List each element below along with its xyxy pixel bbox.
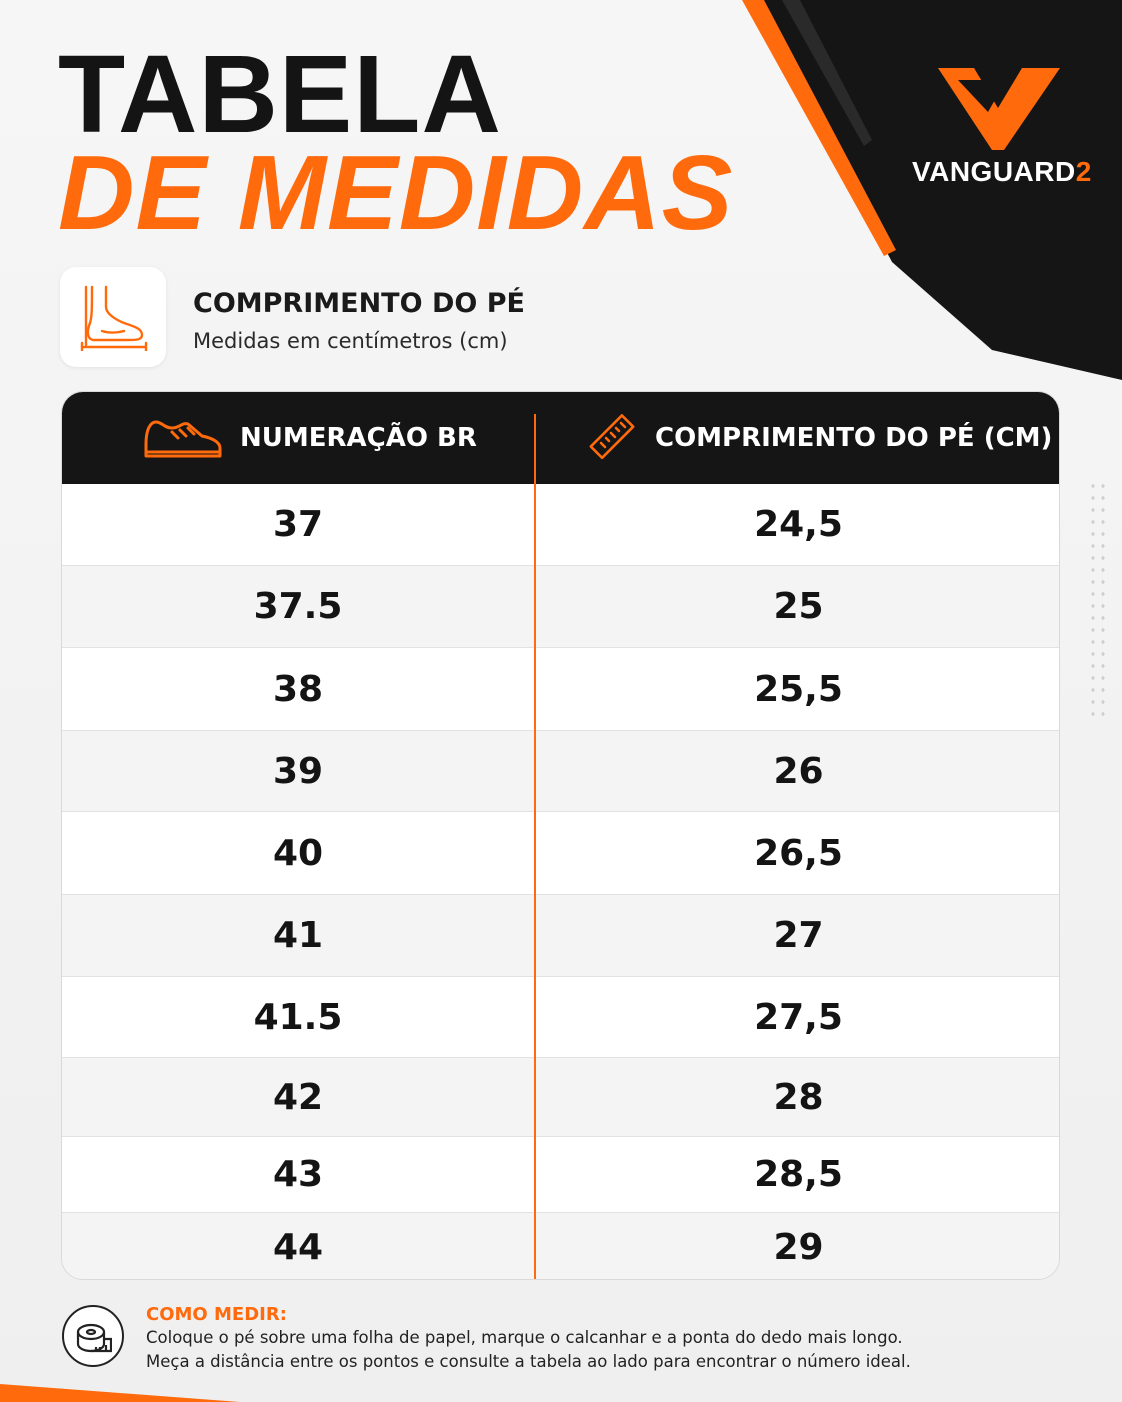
table-row: 44 29 bbox=[62, 1213, 1059, 1279]
length-cell: 29 bbox=[773, 1226, 824, 1268]
header-length: COMPRIMENTO DO PÉ (CM) bbox=[587, 392, 1052, 484]
length-cell: 26,5 bbox=[754, 832, 843, 874]
table-row: 41 27 bbox=[62, 895, 1059, 977]
column-divider bbox=[534, 414, 536, 1279]
length-cell: 28 bbox=[773, 1076, 824, 1118]
size-cell: 42 bbox=[272, 1076, 324, 1118]
size-table: NUMERAÇÃO BR COMPRIMENTO DO PÉ (CM) 37 24… bbox=[61, 391, 1060, 1280]
dot-pattern bbox=[1088, 480, 1108, 720]
measuring-tape-icon bbox=[62, 1305, 124, 1367]
table-row: 37.5 25 bbox=[62, 566, 1059, 648]
section-subtitle: Medidas em centímetros (cm) bbox=[193, 329, 508, 353]
how-to-line-2: Meça a distância entre os pontos e consu… bbox=[146, 1352, 911, 1371]
length-cell: 27,5 bbox=[754, 996, 843, 1038]
ruler-icon bbox=[589, 414, 635, 460]
vanguard-logo-icon bbox=[938, 68, 1060, 150]
size-cell: 37 bbox=[272, 504, 324, 545]
corner-decoration bbox=[742, 0, 1122, 380]
length-cell: 26 bbox=[773, 750, 824, 792]
sneaker-icon bbox=[144, 420, 222, 458]
header-size-label: NUMERAÇÃO BR bbox=[240, 423, 477, 453]
how-to-title: COMO MEDIR: bbox=[146, 1304, 287, 1325]
header-length-label: COMPRIMENTO DO PÉ (CM) bbox=[655, 423, 1053, 453]
page-title-line1: TABELA bbox=[58, 33, 502, 156]
table-row: 42 28 bbox=[62, 1058, 1059, 1137]
length-cell: 25 bbox=[773, 586, 824, 627]
table-row: 43 28,5 bbox=[62, 1137, 1059, 1213]
page-title-line2: DE MEDIDAS bbox=[58, 134, 734, 252]
table-row: 38 25,5 bbox=[62, 648, 1059, 731]
brand-name: VANGUARD2 bbox=[912, 156, 1092, 187]
length-cell: 24,5 bbox=[754, 504, 843, 545]
size-cell: 41 bbox=[272, 915, 324, 956]
table-row: 37 24,5 bbox=[62, 484, 1059, 566]
bottom-accent-stripe bbox=[0, 1384, 240, 1402]
length-cell: 27 bbox=[773, 915, 824, 956]
table-row: 41.5 27,5 bbox=[62, 977, 1059, 1058]
table-row: 39 26 bbox=[62, 731, 1059, 812]
size-cell: 40 bbox=[272, 832, 324, 874]
foot-measure-icon bbox=[60, 267, 166, 367]
section-title: COMPRIMENTO DO PÉ bbox=[193, 288, 525, 319]
size-cell: 39 bbox=[272, 750, 324, 792]
size-cell: 43 bbox=[272, 1154, 324, 1195]
size-cell: 41.5 bbox=[253, 996, 343, 1038]
size-cell: 44 bbox=[272, 1226, 324, 1268]
table-header: NUMERAÇÃO BR COMPRIMENTO DO PÉ (CM) bbox=[62, 392, 1059, 484]
header-size: NUMERAÇÃO BR bbox=[142, 392, 477, 484]
how-to-line-1: Coloque o pé sobre uma folha de papel, m… bbox=[146, 1328, 903, 1347]
table-row: 40 26,5 bbox=[62, 812, 1059, 895]
size-cell: 38 bbox=[272, 668, 324, 710]
length-cell: 28,5 bbox=[754, 1154, 843, 1195]
length-cell: 25,5 bbox=[754, 668, 843, 710]
size-cell: 37.5 bbox=[253, 586, 343, 627]
